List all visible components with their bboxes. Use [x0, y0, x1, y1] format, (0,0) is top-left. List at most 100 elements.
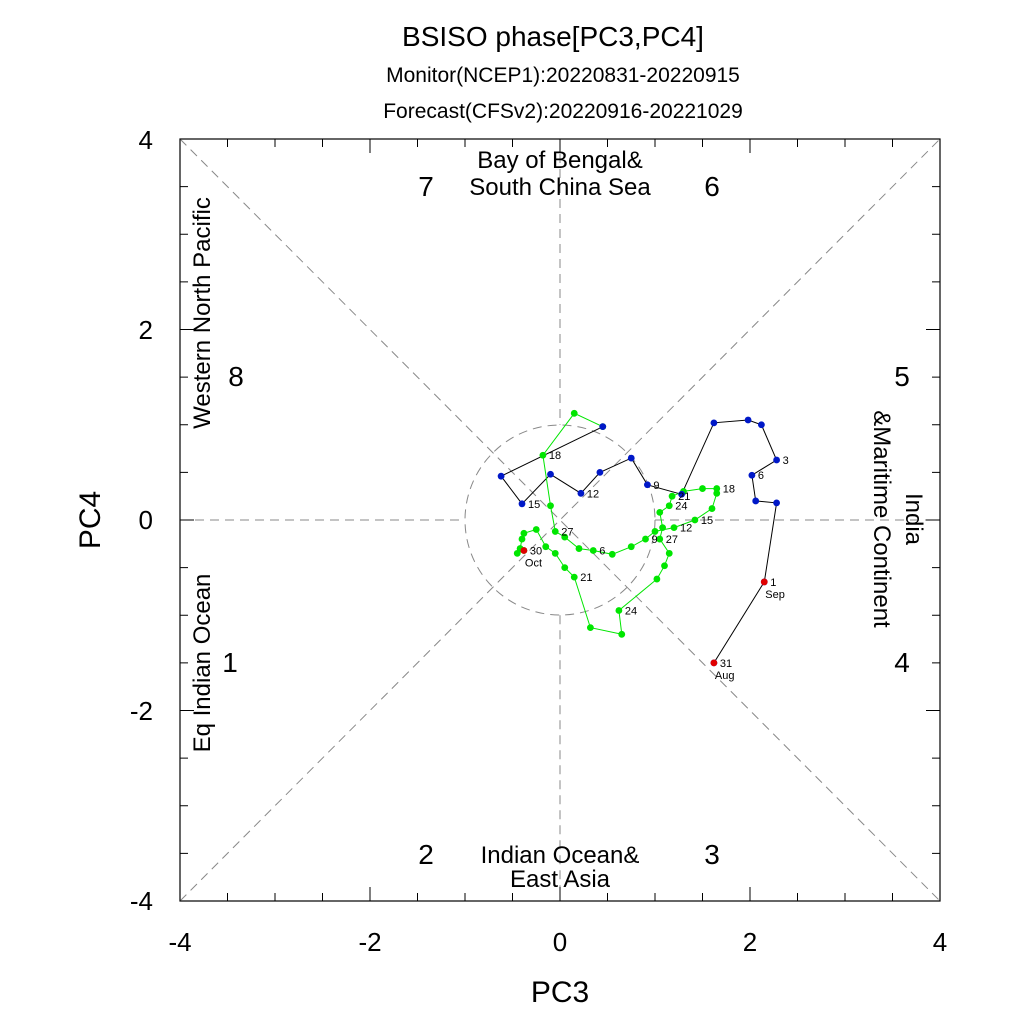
x-axis-label: PC3: [531, 976, 589, 1009]
forecast-point: [708, 505, 716, 512]
point-label: 9: [652, 534, 658, 546]
monitor-point: [773, 499, 780, 507]
forecast-point: [661, 562, 668, 570]
y-axis-label: PC4: [74, 491, 107, 549]
forecast-point: [668, 492, 676, 500]
forecast-point: [570, 409, 578, 417]
forecast-point: [656, 508, 664, 516]
forecast-point: [587, 624, 594, 632]
region-labels: Bay of Bengal& South China Sea Indian Oc…: [189, 147, 927, 893]
point-label: 27: [666, 534, 678, 546]
monitor-track-line: [500, 419, 778, 664]
y-axis: 4 2 0 -2 -4 PC4: [74, 125, 153, 916]
forecast-point: [665, 549, 673, 557]
forecast-point: [608, 550, 616, 558]
monitor-point: [596, 468, 604, 476]
forecast-point: [642, 535, 649, 543]
phase-number: 8: [228, 361, 244, 392]
monitor-point: [758, 421, 765, 429]
point-label: 21: [678, 491, 690, 503]
monitor-point: [627, 454, 635, 462]
x-tick-label: 0: [553, 927, 567, 957]
point-label: 21: [580, 572, 592, 584]
forecast-point: [659, 524, 666, 532]
monitor-point: [599, 423, 607, 431]
unit-circle: [464, 424, 656, 616]
region-maritime-continent: &Maritime Continent: [868, 410, 895, 628]
forecast-track-line: [516, 412, 718, 635]
y-tick-label: 4: [139, 125, 153, 155]
point-label: 3: [783, 455, 789, 467]
forecast-point: [653, 575, 661, 583]
phase-number: 2: [418, 839, 434, 870]
forecast-point: [691, 516, 699, 524]
forecast-point: [518, 535, 526, 543]
point-label: 24: [625, 605, 637, 617]
point-label: 18: [549, 450, 561, 462]
monitor-point: [518, 500, 526, 508]
forecast-point: [551, 549, 559, 557]
date-marker-point: [710, 659, 718, 667]
monitor-point: [577, 489, 585, 497]
forecast-point: [589, 547, 597, 554]
date-marker-point: [760, 578, 768, 586]
monitor-point: [547, 470, 554, 478]
chart-subtitle-monitor: Monitor(NCEP1):20220831-20220915: [386, 64, 740, 87]
phase-number: 6: [704, 171, 720, 202]
month-label: Aug: [715, 670, 735, 682]
region-top-line2: South China Sea: [469, 174, 651, 201]
point-label: 18: [723, 484, 735, 496]
x-tick-label: -2: [358, 927, 381, 957]
phase-guides: [179, 138, 941, 902]
point-label: 12: [680, 523, 692, 535]
y-tick-label: -4: [130, 886, 153, 916]
chart-subtitle-forecast: Forecast(CFSv2):20220916-20221029: [383, 100, 743, 123]
monitor-point: [644, 481, 651, 489]
forecast-point: [520, 529, 528, 537]
point-label: 24: [675, 501, 687, 513]
forecast-point: [551, 528, 559, 535]
phase-number: 7: [418, 171, 434, 202]
region-top-line1: Bay of Bengal&: [477, 147, 642, 174]
phase-number: 4: [894, 647, 910, 678]
monitor-point: [710, 419, 718, 427]
point-label: 31: [720, 658, 732, 670]
x-tick-label: -4: [168, 927, 191, 957]
data-tracks: 31Aug1Sep3691215182769121518212427212430…: [497, 409, 789, 682]
region-western-north-pacific: Western North Pacific: [189, 197, 216, 429]
phase-number: 1: [222, 647, 238, 678]
point-label: 27: [561, 526, 573, 538]
forecast-point: [656, 535, 664, 543]
monitor-point: [773, 456, 780, 464]
point-label: 15: [528, 499, 540, 511]
forecast-point: [513, 549, 521, 557]
forecast-point: [539, 451, 547, 459]
point-label: 15: [701, 515, 713, 527]
x-axis: -4 -2 0 2 4 PC3: [168, 927, 947, 1009]
chart-title: BSISO phase[PC3,PC4]: [402, 21, 704, 52]
region-bottom-line2: East Asia: [510, 866, 611, 893]
phase-number: 5: [894, 361, 910, 392]
point-label: 6: [599, 545, 605, 557]
point-label: 12: [587, 488, 599, 500]
x-tick-label: 2: [743, 927, 757, 957]
forecast-point: [665, 502, 673, 510]
forecast-point: [542, 543, 550, 551]
forecast-point: [615, 607, 623, 614]
point-label: 6: [758, 470, 764, 482]
month-label: Oct: [525, 557, 542, 569]
y-tick-label: 0: [139, 505, 153, 535]
forecast-point: [532, 526, 540, 533]
point-label: 1: [770, 577, 776, 589]
plot-area: 31Aug1Sep3691215182769121518212427212430…: [179, 138, 941, 902]
point-label: 30: [530, 545, 542, 557]
forecast-point: [699, 485, 706, 492]
forecast-point: [575, 545, 583, 552]
point-label: 9: [653, 480, 659, 492]
forecast-point: [627, 543, 635, 551]
axis-ticks: [179, 138, 941, 902]
monitor-point: [752, 497, 760, 505]
y-tick-label: -2: [130, 696, 153, 726]
forecast-point: [713, 485, 721, 492]
